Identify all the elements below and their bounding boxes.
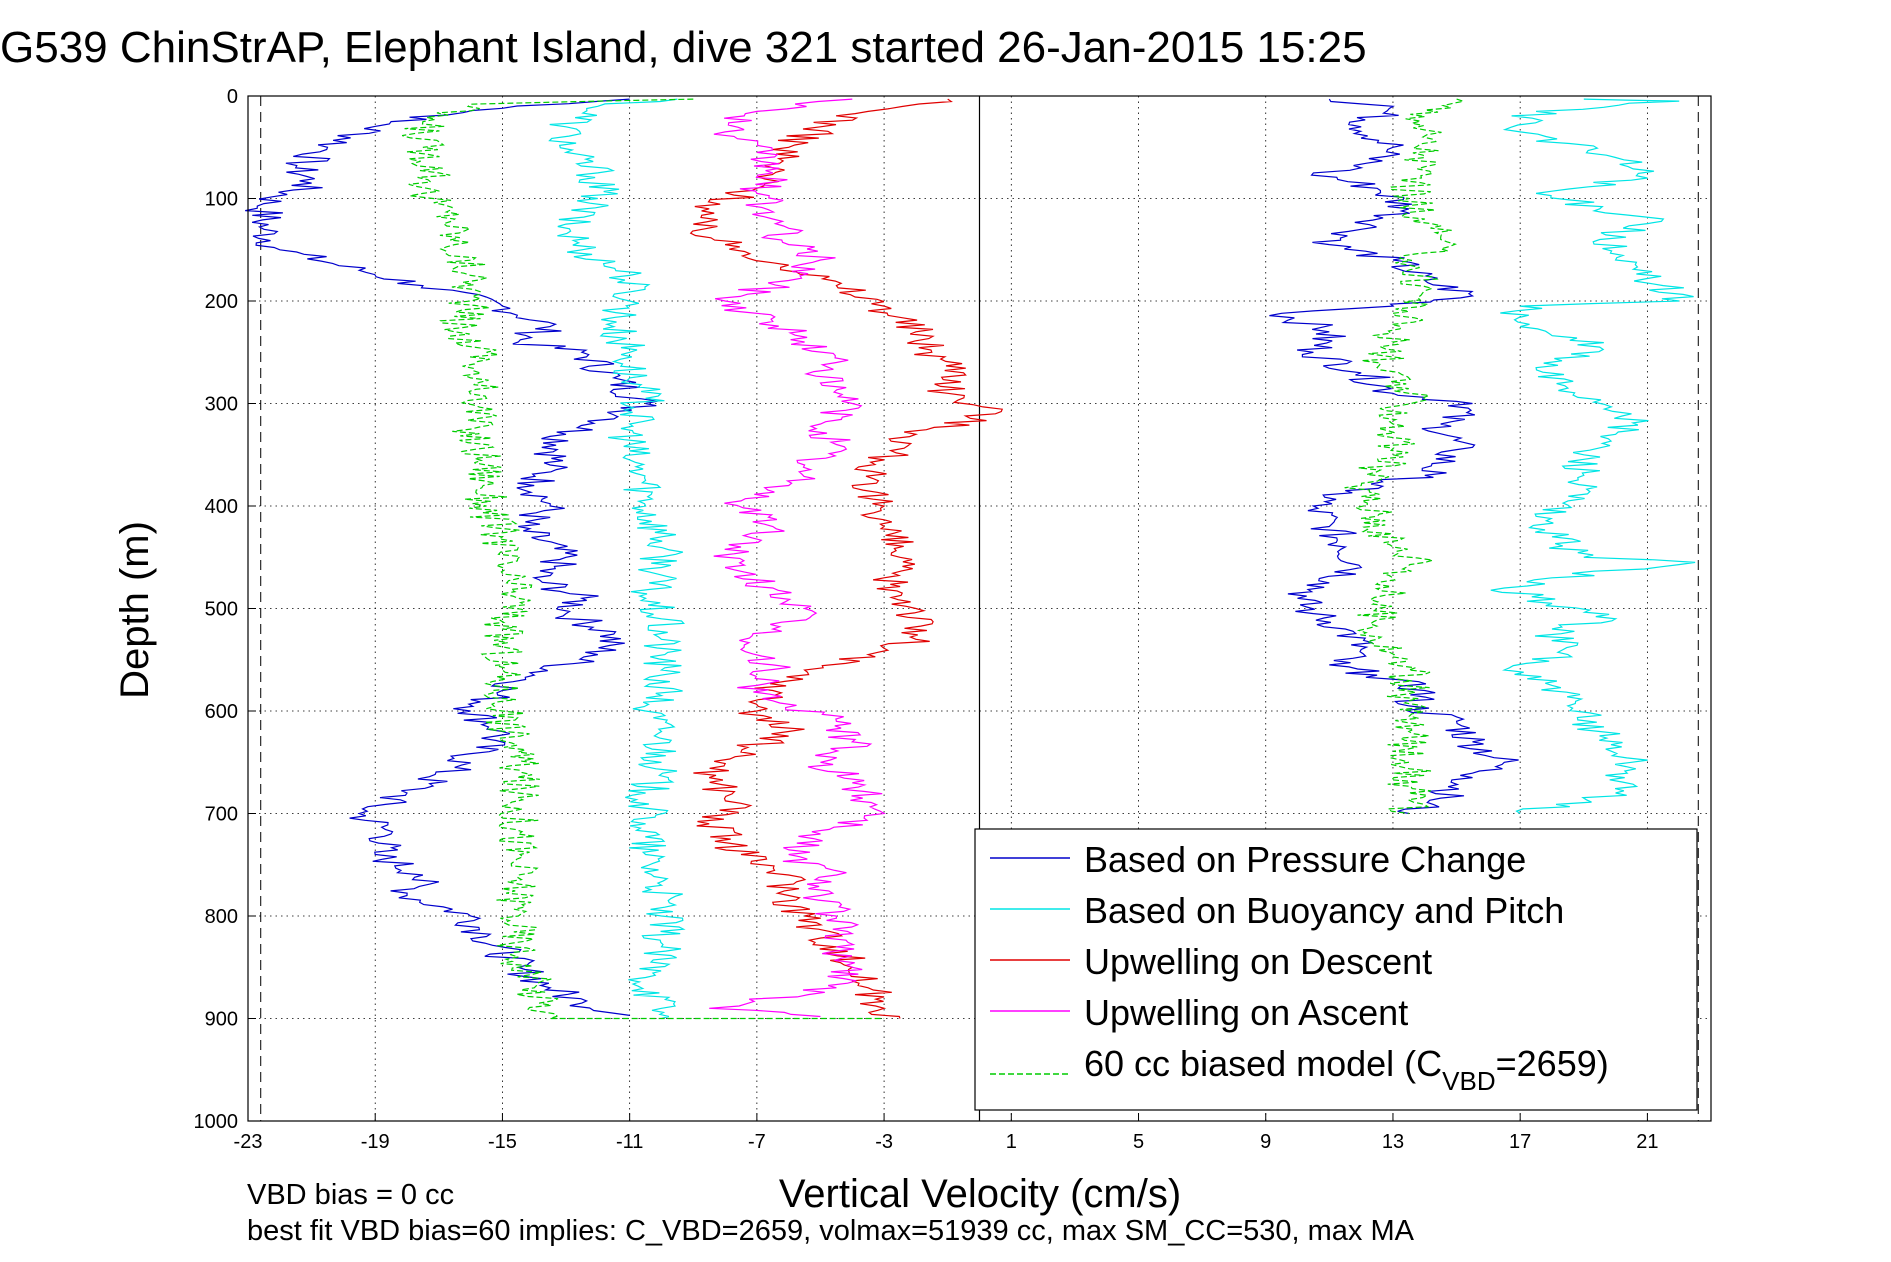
chart-title: G539 ChinStrAP, Elephant Island, dive 32…: [0, 23, 1367, 72]
y-tick-label: 1000: [194, 1111, 239, 1133]
y-tick-label: 300: [205, 394, 238, 416]
x-tick-label: 1: [1006, 1131, 1017, 1153]
legend-label-2: Based on Buoyancy and Pitch: [1084, 890, 1564, 931]
x-tick-label: -3: [875, 1131, 893, 1153]
x-tick-label: 13: [1382, 1131, 1404, 1153]
x-tick-label: -15: [488, 1131, 517, 1153]
y-ticks: 0 100 200 300 400 500 600 700 800 900 1000: [194, 86, 256, 1133]
y-tick-label: 700: [205, 804, 238, 826]
y-tick-label: 600: [205, 701, 238, 723]
footer-line-2: best fit VBD bias=60 implies: C_VBD=2659…: [247, 1215, 1415, 1247]
y-tick-label: 0: [227, 86, 238, 108]
legend-label-3: Upwelling on Descent: [1084, 941, 1432, 982]
series-group: [245, 98, 1696, 1020]
x-tick-label: 17: [1509, 1131, 1531, 1153]
y-tick-label: 800: [205, 906, 238, 928]
legend-label-5: 60 cc biased model (CVBD=2659): [1084, 1043, 1609, 1096]
x-tick-label: 9: [1260, 1131, 1271, 1153]
x-tick-label: -23: [234, 1131, 263, 1153]
y-tick-label: 400: [205, 496, 238, 518]
x-tick-label: 21: [1636, 1131, 1658, 1153]
y-tick-label: 500: [205, 599, 238, 621]
x-tick-label: -11: [616, 1131, 643, 1153]
series-line-4: [709, 98, 886, 1018]
x-ticks: -23 -19 -15 -11 -7 -3 1 5 9 13 17 21: [234, 1113, 1659, 1153]
x-tick-label: -7: [748, 1131, 766, 1153]
y-tick-label: 100: [205, 189, 238, 211]
y-axis-label: Depth (m): [113, 521, 157, 699]
series-line-1: [245, 98, 1519, 1016]
series-line-2: [548, 98, 1696, 1020]
legend-label-4: Upwelling on Ascent: [1084, 992, 1408, 1033]
y-tick-label: 200: [205, 291, 238, 313]
legend-label-1: Based on Pressure Change: [1084, 839, 1526, 880]
legend: Based on Pressure Change Based on Buoyanc…: [974, 828, 1698, 1111]
footer-line-1: VBD bias = 0 cc: [247, 1179, 454, 1211]
legend-items: Based on Pressure Change Based on Buoyanc…: [990, 839, 1609, 1096]
y-tick-label: 900: [205, 1009, 238, 1031]
x-axis-label: Vertical Velocity (cm/s): [779, 1172, 1181, 1216]
x-tick-label: -19: [361, 1131, 390, 1153]
series-line-5: [401, 98, 1466, 1020]
legend-box: [974, 828, 1698, 1111]
series-line-3: [689, 98, 1004, 1019]
x-tick-label: 5: [1133, 1131, 1144, 1153]
